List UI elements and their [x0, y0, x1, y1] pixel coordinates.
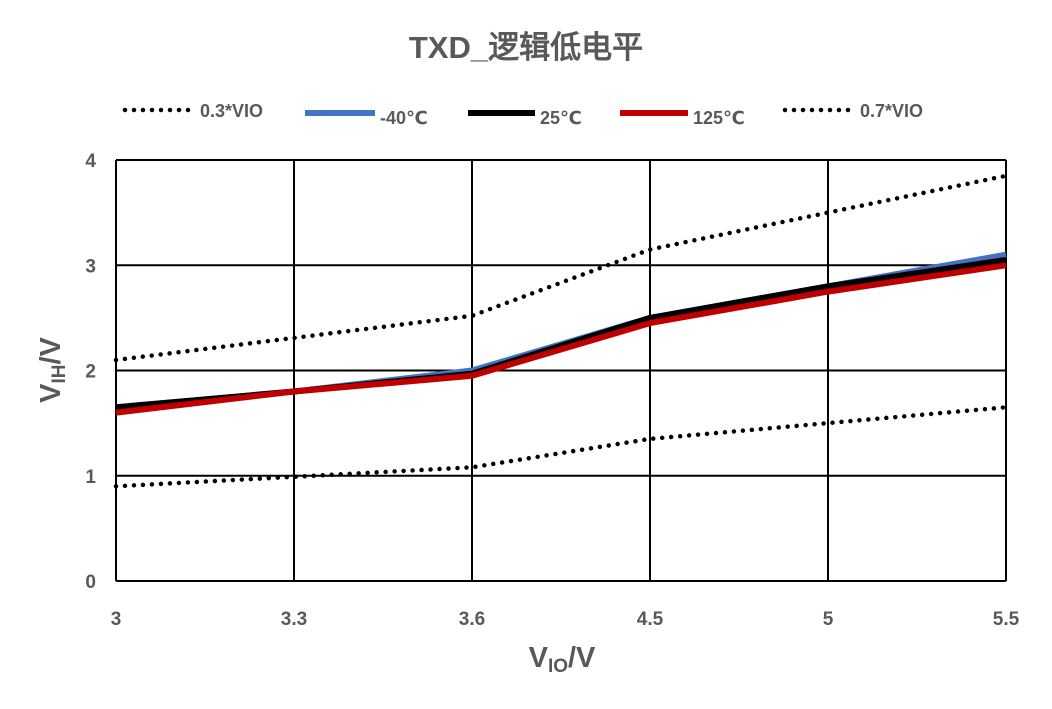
y-tick-label: 4 [85, 151, 96, 172]
series-group [113, 173, 1009, 489]
gridlines [115, 159, 1007, 582]
x-tick-label: 3 [111, 609, 122, 630]
series-line-125 [115, 262, 1007, 416]
series-line-0-3-vio [113, 405, 1009, 489]
x-tick-labels: 3 3.3 3.6 4.5 5 5.5 [111, 609, 1020, 630]
legend-entry-minus-40: -40℃ [305, 108, 428, 128]
x-axis-label-unit: /V [568, 642, 596, 674]
legend-label-0-7-vio: 0.7*VIO [860, 101, 923, 121]
y-axis-label-subscript: IH [49, 365, 70, 384]
legend-label-125: 125℃ [693, 108, 745, 128]
chart-title: TXD_逻辑低电平 [409, 30, 643, 65]
y-tick-label: 1 [85, 467, 96, 488]
y-axis-label-base: V [35, 383, 67, 403]
legend: 0.3*VIO -40℃ 25℃ 125℃ 0.7*VIO [122, 101, 923, 128]
x-axis-label: VIO/V [529, 642, 596, 677]
legend-entry-25: 25℃ [468, 108, 582, 128]
x-tick-label: 4.5 [637, 609, 664, 630]
y-tick-label: 2 [85, 362, 96, 383]
x-tick-label: 5 [823, 609, 834, 630]
y-axis-label-unit: /V [35, 336, 67, 364]
y-tick-labels: 0 1 2 3 4 [85, 151, 96, 593]
legend-entry-0-3-vio: 0.3*VIO [122, 101, 263, 121]
x-tick-label: 5.5 [993, 609, 1020, 630]
x-axis-label-base: V [529, 642, 549, 674]
legend-entry-0-7-vio: 0.7*VIO [782, 101, 923, 121]
legend-label-minus-40: -40℃ [380, 108, 428, 128]
legend-entry-125: 125℃ [620, 108, 745, 128]
x-axis-label-subscript: IO [548, 656, 568, 677]
x-tick-label: 3.6 [459, 609, 485, 630]
y-tick-label: 0 [85, 572, 96, 593]
y-tick-label: 3 [85, 256, 96, 277]
y-axis-label: VIH/V [35, 336, 70, 402]
legend-label-25: 25℃ [540, 108, 582, 128]
legend-label-0-3-vio: 0.3*VIO [200, 101, 263, 121]
x-tick-label: 3.3 [281, 609, 307, 630]
